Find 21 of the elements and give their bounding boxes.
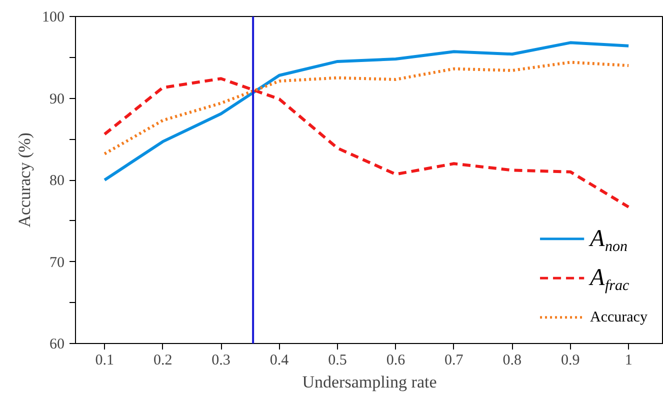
x-tick-label: 1 bbox=[624, 352, 632, 368]
x-tick-label: 0.2 bbox=[153, 352, 172, 368]
legend-label: Accuracy bbox=[590, 309, 648, 326]
line-series bbox=[103, 77, 630, 208]
x-tick-label: 0.9 bbox=[560, 352, 580, 368]
y-tick-label: 100 bbox=[42, 10, 64, 26]
y-tick-label: 90 bbox=[50, 91, 64, 108]
x-axis-title: Undersampling rate bbox=[302, 372, 437, 392]
x-tick-label: 0.1 bbox=[95, 352, 114, 368]
x-tick-label: 0.3 bbox=[212, 352, 230, 368]
x-tick-label: 0.4 bbox=[270, 352, 290, 368]
line-series bbox=[103, 60, 630, 156]
x-tick-label: 0.6 bbox=[386, 352, 406, 368]
y-tick-label: 60 bbox=[50, 336, 64, 352]
line-series bbox=[103, 41, 630, 182]
y-axis-title: Accuracy (%) bbox=[15, 132, 34, 228]
y-tick-label: 70 bbox=[50, 254, 64, 271]
x-tick-label: 0.8 bbox=[502, 352, 522, 368]
y-tick-label: 80 bbox=[50, 173, 64, 189]
x-tick-label: 0.7 bbox=[444, 352, 464, 368]
x-tick-label: 0.5 bbox=[328, 352, 347, 368]
